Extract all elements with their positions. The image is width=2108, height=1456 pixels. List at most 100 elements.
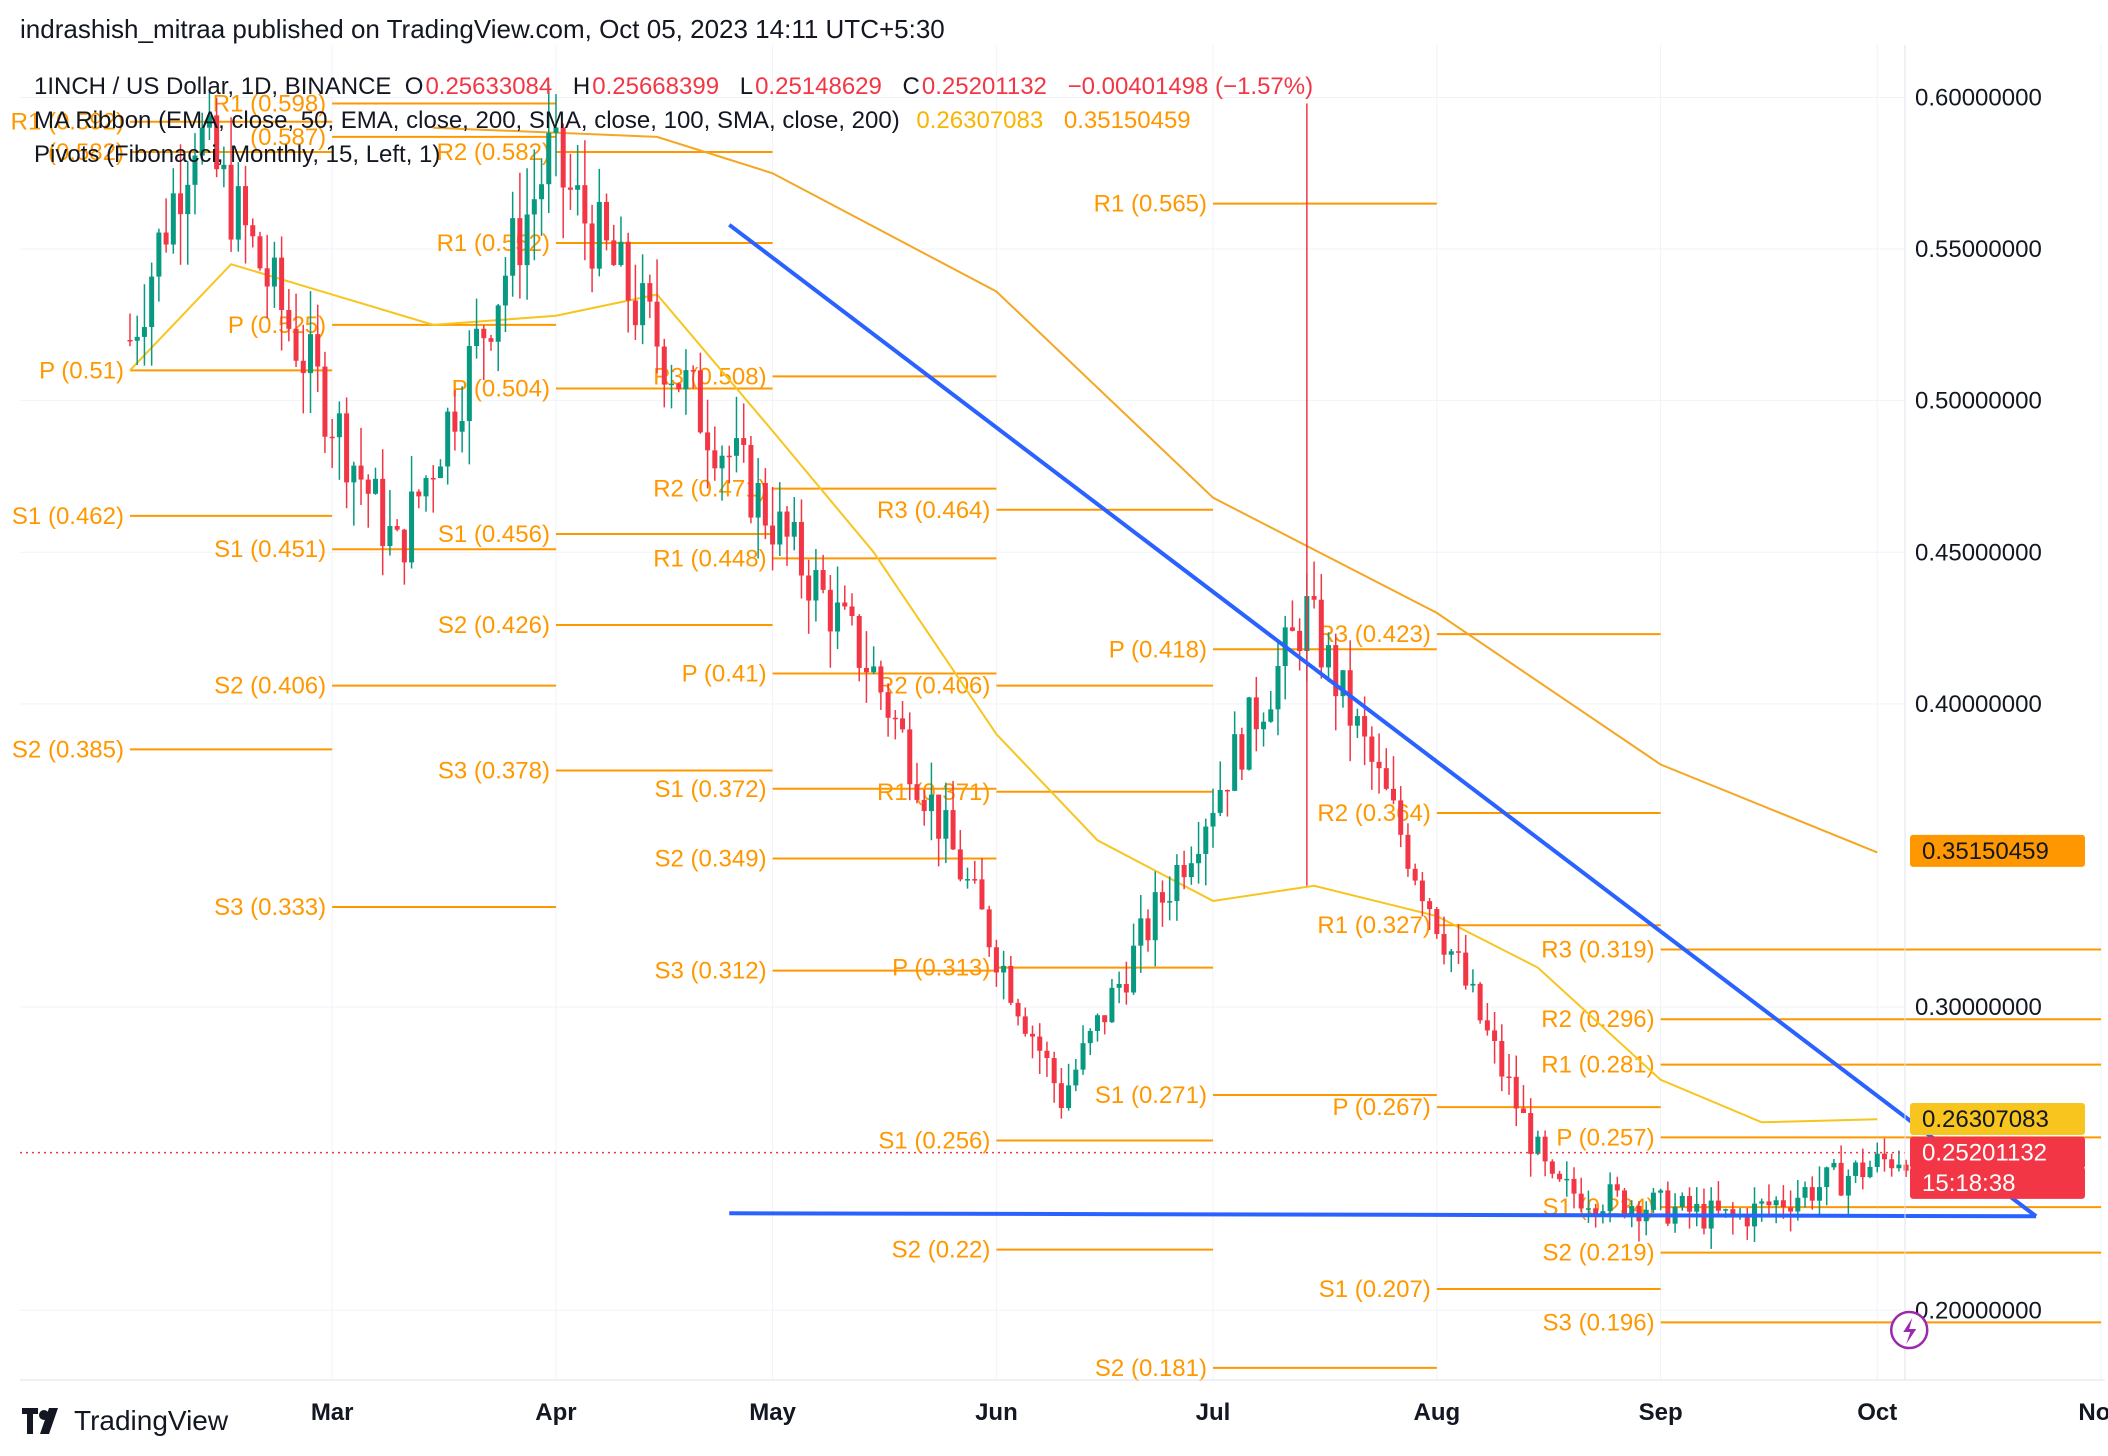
candle-body xyxy=(1889,1159,1895,1169)
candle-body xyxy=(1802,1187,1808,1198)
lightning-icon xyxy=(1889,1310,1929,1350)
candle-body xyxy=(257,236,263,269)
candle-body xyxy=(1030,1033,1035,1037)
candle-body xyxy=(618,241,624,265)
candle-body xyxy=(163,232,169,245)
candle-body xyxy=(1658,1190,1664,1193)
candle-body xyxy=(1210,812,1216,827)
candle-body xyxy=(322,366,328,437)
candle-body xyxy=(1253,697,1259,730)
candle-body xyxy=(863,667,869,673)
candle-body xyxy=(459,421,465,432)
candle-body xyxy=(1448,951,1454,955)
candle-body xyxy=(921,799,927,812)
candle-body xyxy=(192,155,198,185)
candle-body xyxy=(1174,865,1180,902)
candle-body xyxy=(539,184,545,200)
candle-body xyxy=(676,383,682,390)
x-tick-label: Oct xyxy=(1857,1399,1897,1426)
pivot-label: S2 (0.219) xyxy=(1543,1240,1655,1267)
candle-body xyxy=(943,810,949,839)
candle-body xyxy=(206,115,212,128)
price-tag: 0.35150459 xyxy=(1910,834,2085,867)
candle-body xyxy=(632,300,638,326)
candle-body xyxy=(1463,952,1469,986)
candle-body xyxy=(1694,1203,1700,1212)
candle-body xyxy=(1881,1153,1887,1160)
candle-body xyxy=(1058,1083,1064,1109)
candle-body xyxy=(1419,880,1425,902)
candle-body xyxy=(1094,1015,1100,1031)
pivot-label: S3 (0.312) xyxy=(655,958,767,985)
pivot-label: R2 (0.296) xyxy=(1541,1006,1654,1033)
candle-body xyxy=(604,201,610,241)
ma-value-2: 0.35150459 xyxy=(1063,107,1191,134)
price-tag-text: 15:18:38 xyxy=(1922,1170,2015,1197)
x-tick-label: Sep xyxy=(1639,1399,1683,1426)
candle-body xyxy=(365,479,371,494)
pivots-label[interactable]: Pivots (Fibonacci, Monthly, 15, Left, 1) xyxy=(34,141,441,168)
price-tag: 0.26307083 xyxy=(1910,1102,2085,1135)
candle-body xyxy=(134,336,140,341)
pivot-label: P (0.313) xyxy=(892,955,990,982)
pivot-label: P (0.257) xyxy=(1556,1124,1654,1151)
pivot-label: P (0.267) xyxy=(1333,1094,1431,1121)
candle-body xyxy=(1109,987,1115,1023)
candle-body xyxy=(784,511,790,537)
pivot-label: S1 (0.451) xyxy=(214,536,326,563)
candle-body xyxy=(1535,1136,1541,1154)
candle-body xyxy=(1239,734,1245,770)
candle-body xyxy=(726,455,732,458)
candle-body xyxy=(1650,1192,1656,1210)
candle-body xyxy=(1037,1036,1043,1051)
candle-body xyxy=(835,602,841,632)
candle-body xyxy=(546,132,552,185)
candle-body xyxy=(582,185,588,224)
pivot-label: R2 (0.364) xyxy=(1317,800,1430,827)
candle-body xyxy=(156,232,162,277)
candle-body xyxy=(1874,1153,1880,1167)
candle-body xyxy=(1369,736,1375,762)
lightning-icon-bolt xyxy=(1903,1318,1917,1344)
candle-body xyxy=(1549,1161,1555,1174)
open-label: O xyxy=(404,73,424,100)
candle-body xyxy=(914,784,920,800)
candle-body xyxy=(892,717,898,720)
candle-body xyxy=(271,257,277,287)
candle-body xyxy=(344,413,350,483)
candle-body xyxy=(1687,1195,1693,1212)
pivot-label: S3 (0.378) xyxy=(438,758,550,785)
candle-body xyxy=(372,478,378,494)
candle-body xyxy=(806,575,812,601)
ma-value-1: 0.26307083 xyxy=(916,107,1044,134)
candle-body xyxy=(1066,1085,1072,1109)
candle-body xyxy=(748,444,754,518)
pivot-label: P (0.418) xyxy=(1109,636,1207,663)
candle-body xyxy=(1087,1030,1093,1044)
pivot-label: S2 (0.22) xyxy=(892,1237,991,1264)
candle-body xyxy=(437,466,443,479)
pivot-label: R1 (0.565) xyxy=(1094,191,1207,218)
chart-legend: 1INCH / US Dollar, 1D, BINANCE O0.256330… xyxy=(34,70,1313,172)
candle-body xyxy=(1845,1175,1851,1196)
candle-body xyxy=(452,411,458,432)
candle-body xyxy=(1622,1190,1628,1215)
candle-body xyxy=(553,127,559,133)
ma-ribbon-label[interactable]: MA Ribbon (EMA, close, 50, EMA, close, 2… xyxy=(34,107,900,134)
price-tag-bg xyxy=(1910,1136,2085,1169)
candle-body xyxy=(1600,1211,1606,1215)
price-tag-bg xyxy=(1910,1102,2085,1135)
candle-body xyxy=(380,478,386,547)
candle-body xyxy=(300,360,306,374)
candle-body xyxy=(1860,1162,1866,1178)
candle-body xyxy=(1557,1173,1563,1180)
candle-body xyxy=(647,283,653,302)
low-value: 0.25148629 xyxy=(755,73,882,100)
tradingview-brand[interactable]: TradingView xyxy=(74,1405,229,1436)
candle-body xyxy=(1196,853,1202,864)
low-label: L xyxy=(739,73,754,100)
candle-body xyxy=(1391,788,1396,801)
candle-body xyxy=(127,340,133,342)
candle-body xyxy=(293,328,299,361)
